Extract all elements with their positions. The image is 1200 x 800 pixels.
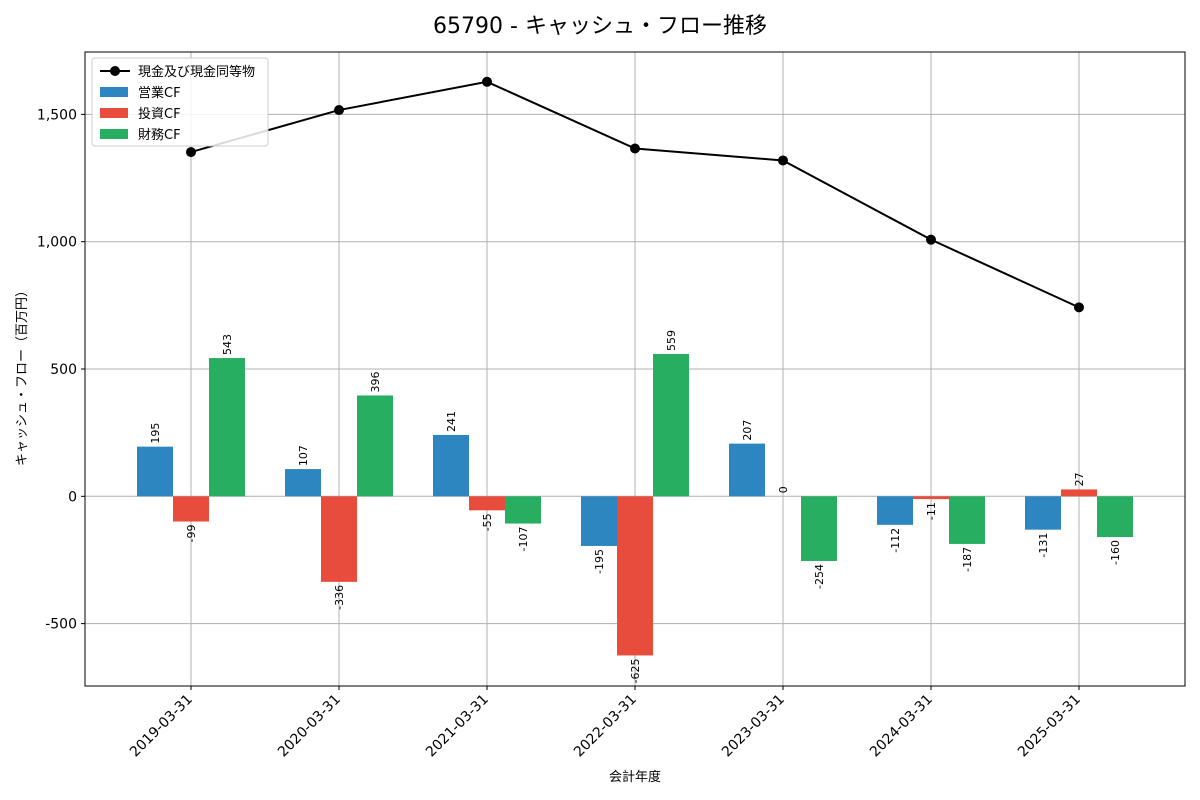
x-tick-label: 2020-03-31 [275,692,344,761]
x-tick-label: 2019-03-31 [127,692,196,761]
bar-投資CF [913,496,949,500]
bar-財務CF [357,395,393,497]
bar-投資CF [321,496,357,582]
legend-label: 財務CF [138,128,181,143]
bar-投資CF [469,496,505,511]
cash-point [778,155,788,166]
y-tick-label: 0 [68,489,77,505]
bar-営業CF [729,443,765,497]
x-tick-label: 2024-03-31 [867,692,936,761]
bar-labels-layer: 195 107 241 -195 207 -112 -131 -99 -336 -55 -625 0 -… [149,330,1122,683]
legend-swatch-投資CF [100,108,128,118]
bar-財務CF [1097,496,1133,538]
y-ticks-layer: -500 0 500 1,000 1,500 [37,107,85,633]
cash-point [1074,302,1084,313]
bar-営業CF [285,469,321,497]
bar-財務CF [801,496,837,561]
y-axis-label: キャッシュ・フロー（百万円） [15,284,30,466]
x-ticks-layer: 2019-03-31 2020-03-31 2021-03-31 2022-03-31… [127,686,1084,760]
bar-value-label: -254 [813,564,826,589]
grid-layer [85,52,1185,686]
y-tick-label: -500 [45,617,77,633]
x-axis-label: 会計年度 [609,769,661,785]
legend-swatch-営業CF [100,87,128,97]
bar-財務CF [949,496,985,544]
line-layer [186,76,1084,313]
chart-title: 65790 - キャッシュ・フロー推移 [433,14,767,39]
bar-財務CF [209,358,245,497]
y-tick-label: 500 [50,362,77,378]
bar-value-label: 107 [297,445,310,466]
bar-value-label: -625 [629,658,642,683]
cash-point [482,76,492,87]
y-tick-label: 1,000 [37,235,77,251]
bar-value-label: -195 [593,549,606,574]
bar-value-label: 27 [1073,472,1086,486]
bar-value-label: 207 [741,420,754,441]
bar-投資CF [1061,489,1097,497]
bar-value-label: -160 [1109,540,1122,565]
bar-value-label: -55 [481,513,494,531]
bar-value-label: -11 [925,502,938,520]
bar-value-label: -99 [185,525,198,543]
bar-value-label: -107 [517,527,530,552]
cash-point [926,234,936,245]
bar-value-label: 195 [149,423,162,444]
x-tick-label: 2022-03-31 [571,692,640,761]
bar-営業CF [1025,496,1061,530]
bar-投資CF [617,496,653,656]
legend-label: 営業CF [138,85,181,101]
bar-営業CF [877,496,913,525]
legend-swatch-財務CF [100,129,128,139]
bar-value-label: -187 [961,547,974,572]
x-tick-label: 2023-03-31 [719,692,788,761]
cash-point [186,147,196,158]
bar-value-label: -336 [333,585,346,610]
bars-layer [137,353,1133,656]
cash-point [334,105,344,116]
bar-財務CF [653,353,689,497]
x-tick-label: 2021-03-31 [423,692,492,761]
bar-財務CF [505,496,541,524]
bar-value-label: 396 [369,371,382,392]
legend-swatch-marker [110,66,120,76]
bar-value-label: 543 [221,334,234,355]
x-tick-label: 2025-03-31 [1015,692,1084,761]
cash-point [630,143,640,154]
bar-投資CF [173,496,209,522]
bar-value-label: 241 [445,411,458,432]
bar-value-label: -112 [889,528,902,553]
y-tick-label: 1,500 [37,107,77,123]
bar-営業CF [433,434,469,497]
legend-label: 現金及び現金同等物 [138,64,255,80]
legend-box [91,57,269,147]
legend-label: 投資CF [138,106,181,122]
bar-営業CF [137,446,173,497]
bar-value-label: 559 [665,330,678,351]
bar-value-label: -131 [1037,533,1050,558]
bar-value-label: 0 [777,486,790,493]
bar-営業CF [581,496,617,546]
